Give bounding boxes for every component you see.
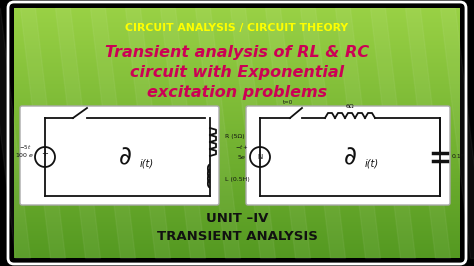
Text: $\partial$: $\partial$	[343, 145, 357, 169]
Text: TRANSIENT ANALYSIS: TRANSIENT ANALYSIS	[156, 230, 318, 243]
Text: excitation problems: excitation problems	[147, 85, 327, 99]
Text: $5e$: $5e$	[237, 153, 247, 161]
Text: circuit with Exponential: circuit with Exponential	[130, 64, 344, 80]
Text: $100\ e$: $100\ e$	[15, 151, 35, 159]
Text: R (5Ω): R (5Ω)	[225, 134, 245, 139]
FancyBboxPatch shape	[20, 106, 219, 205]
Text: $-5t$: $-5t$	[19, 143, 31, 151]
Text: i(t): i(t)	[365, 158, 379, 168]
Text: N: N	[257, 154, 263, 160]
Text: Transient analysis of RL & RC: Transient analysis of RL & RC	[105, 44, 369, 60]
FancyBboxPatch shape	[246, 106, 450, 205]
Text: CIRCUIT ANALYSIS / CIRCUIT THEORY: CIRCUIT ANALYSIS / CIRCUIT THEORY	[126, 23, 348, 33]
Text: $-t+$: $-t+$	[235, 143, 249, 151]
Text: i(t): i(t)	[140, 158, 154, 168]
Text: UNIT –IV: UNIT –IV	[206, 211, 268, 225]
Text: L (0.5H): L (0.5H)	[225, 177, 250, 182]
Text: t=0: t=0	[283, 100, 293, 105]
Text: 6Ω: 6Ω	[346, 104, 354, 109]
Text: $\partial$: $\partial$	[118, 145, 132, 169]
Text: 0.1F: 0.1F	[452, 155, 465, 160]
Text: +: +	[42, 149, 48, 159]
